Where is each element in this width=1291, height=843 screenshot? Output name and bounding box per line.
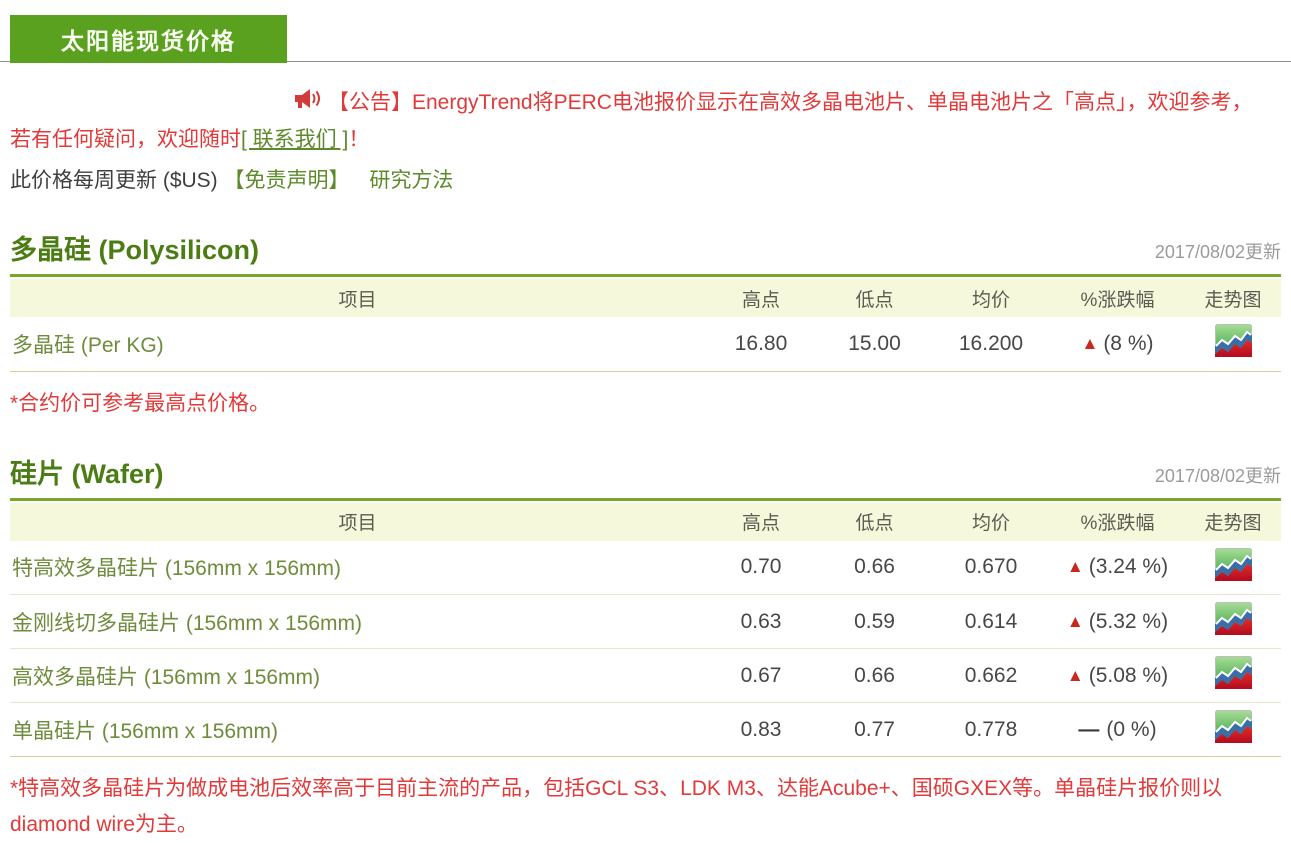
row-change-cell: ▲ (5.32 %) [1050, 595, 1185, 649]
row-avg-value: 0.778 [932, 703, 1050, 757]
row-change-value: (8 %) [1103, 332, 1153, 355]
update-info-line: 此价格每周更新 ($US) 【免责声明】 研究方法 [10, 164, 1281, 198]
table-header-row: 项目 高点 低点 均价 %涨跌幅 走势图 [10, 503, 1281, 541]
col-header-low: 低点 [817, 279, 932, 317]
row-change-cell: ▲ (3.24 %) [1050, 541, 1185, 595]
trend-chart-icon[interactable] [1215, 548, 1252, 581]
row-change-cell: — (0 %) [1050, 703, 1185, 757]
trend-chart-icon[interactable] [1215, 656, 1252, 689]
col-header-change: %涨跌幅 [1050, 503, 1185, 541]
up-arrow-icon: ▲ [1067, 557, 1084, 576]
row-high-value: 0.67 [705, 649, 817, 703]
row-avg-value: 0.662 [932, 649, 1050, 703]
col-header-change: %涨跌幅 [1050, 279, 1185, 317]
contact-us-link[interactable]: [ 联系我们 ] [241, 128, 348, 151]
announcement-line2: 若有任何疑问，欢迎随时[ 联系我们 ]！ [10, 121, 1281, 158]
section-updated-wafer: 2017/08/02更新 [1155, 462, 1281, 491]
col-header-item: 项目 [10, 279, 705, 317]
section-updated-polysilicon: 2017/08/02更新 [1155, 238, 1281, 267]
row-high-value: 0.70 [705, 541, 817, 595]
row-item-label: 金刚线切多晶硅片 (156mm x 156mm) [10, 595, 705, 649]
solar-price-page: 太阳能现货价格 【公告】EnergyTrend将PERC电池报价显示在高效多晶电… [0, 0, 1291, 810]
flat-dash-icon: — [1078, 718, 1099, 741]
announcement: 【公告】EnergyTrend将PERC电池报价显示在高效多晶电池片、单晶电池片… [10, 84, 1281, 158]
polysilicon-footnote: *合约价可参考最高点价格。 [10, 386, 1281, 422]
row-high-value: 0.63 [705, 595, 817, 649]
up-arrow-icon: ▲ [1081, 334, 1098, 353]
row-item-label: 高效多晶硅片 (156mm x 156mm) [10, 649, 705, 703]
section-polysilicon: 多晶硅 (Polysilicon) 2017/08/02更新 项目 高点 低点 … [0, 228, 1291, 422]
row-low-value: 15.00 [817, 317, 932, 371]
col-header-trend: 走势图 [1185, 503, 1281, 541]
trend-chart-icon[interactable] [1215, 602, 1252, 635]
row-change-cell: ▲ (8 %) [1050, 317, 1185, 371]
row-low-value: 0.77 [817, 703, 932, 757]
page-title: 太阳能现货价格 [61, 22, 236, 56]
row-high-value: 16.80 [705, 317, 817, 371]
col-header-avg: 均价 [932, 279, 1050, 317]
row-change-value: (5.32 %) [1089, 610, 1168, 633]
col-header-trend: 走势图 [1185, 279, 1281, 317]
announcement-line1: 【公告】EnergyTrend将PERC电池报价显示在高效多晶电池片、单晶电池片… [10, 84, 1281, 121]
row-trend-cell [1185, 649, 1281, 703]
wafer-price-table: 项目 高点 低点 均价 %涨跌幅 走势图 特高效多晶硅片 (156mm x 15… [10, 503, 1281, 758]
table-row: 单晶硅片 (156mm x 156mm) 0.83 0.77 0.778 — (0… [10, 703, 1281, 757]
row-trend-cell [1185, 541, 1281, 595]
row-change-value: (5.08 %) [1089, 664, 1168, 687]
row-low-value: 0.59 [817, 595, 932, 649]
row-change-cell: ▲ (5.08 %) [1050, 649, 1185, 703]
trend-chart-icon[interactable] [1215, 324, 1252, 357]
trend-chart-icon[interactable] [1215, 710, 1252, 743]
row-change-value: (0 %) [1106, 718, 1156, 741]
row-low-value: 0.66 [817, 649, 932, 703]
table-header-row: 项目 高点 低点 均价 %涨跌幅 走势图 [10, 279, 1281, 317]
update-frequency-text: 此价格每周更新 ($US) [10, 169, 218, 192]
megaphone-icon [293, 85, 320, 122]
col-header-item: 项目 [10, 503, 705, 541]
row-trend-cell [1185, 317, 1281, 371]
disclaimer-link[interactable]: 【免责声明】 [224, 169, 350, 192]
announcement-text-2: 若有任何疑问，欢迎随时 [10, 128, 241, 151]
research-method-link[interactable]: 研究方法 [369, 169, 453, 192]
row-item-label: 单晶硅片 (156mm x 156mm) [10, 703, 705, 757]
table-row: 特高效多晶硅片 (156mm x 156mm) 0.70 0.66 0.670 … [10, 541, 1281, 595]
table-row: 金刚线切多晶硅片 (156mm x 156mm) 0.63 0.59 0.614… [10, 595, 1281, 649]
row-low-value: 0.66 [817, 541, 932, 595]
row-change-value: (3.24 %) [1089, 555, 1168, 578]
row-high-value: 0.83 [705, 703, 817, 757]
page-header: 太阳能现货价格 [0, 0, 1291, 62]
row-avg-value: 0.614 [932, 595, 1050, 649]
table-row: 多晶硅 (Per KG) 16.80 15.00 16.200 ▲ (8 %) [10, 317, 1281, 371]
up-arrow-icon: ▲ [1067, 666, 1084, 685]
col-header-high: 高点 [705, 503, 817, 541]
page-title-tab: 太阳能现货价格 [10, 15, 287, 63]
row-item-label: 多晶硅 (Per KG) [10, 317, 705, 371]
row-avg-value: 0.670 [932, 541, 1050, 595]
col-header-high: 高点 [705, 279, 817, 317]
announcement-text-1: 【公告】EnergyTrend将PERC电池报价显示在高效多晶电池片、单晶电池片… [328, 84, 1252, 121]
wafer-footnote: *特高效多晶硅片为做成电池后效率高于目前主流的产品，包括GCL S3、LDK M… [10, 771, 1281, 843]
section-wafer: 硅片 (Wafer) 2017/08/02更新 项目 高点 低点 均价 %涨跌幅… [0, 452, 1291, 843]
row-trend-cell [1185, 703, 1281, 757]
section-title-wafer: 硅片 (Wafer) [10, 452, 164, 491]
polysilicon-price-table: 项目 高点 低点 均价 %涨跌幅 走势图 多晶硅 (Per KG) 16.80 … [10, 279, 1281, 372]
table-row: 高效多晶硅片 (156mm x 156mm) 0.67 0.66 0.662 ▲… [10, 649, 1281, 703]
row-avg-value: 16.200 [932, 317, 1050, 371]
section-title-polysilicon: 多晶硅 (Polysilicon) [10, 228, 259, 267]
section-divider [10, 498, 1281, 501]
up-arrow-icon: ▲ [1067, 612, 1084, 631]
col-header-low: 低点 [817, 503, 932, 541]
col-header-avg: 均价 [932, 503, 1050, 541]
announcement-text-3: ！ [348, 128, 369, 151]
row-trend-cell [1185, 595, 1281, 649]
section-divider [10, 274, 1281, 277]
row-item-label: 特高效多晶硅片 (156mm x 156mm) [10, 541, 705, 595]
